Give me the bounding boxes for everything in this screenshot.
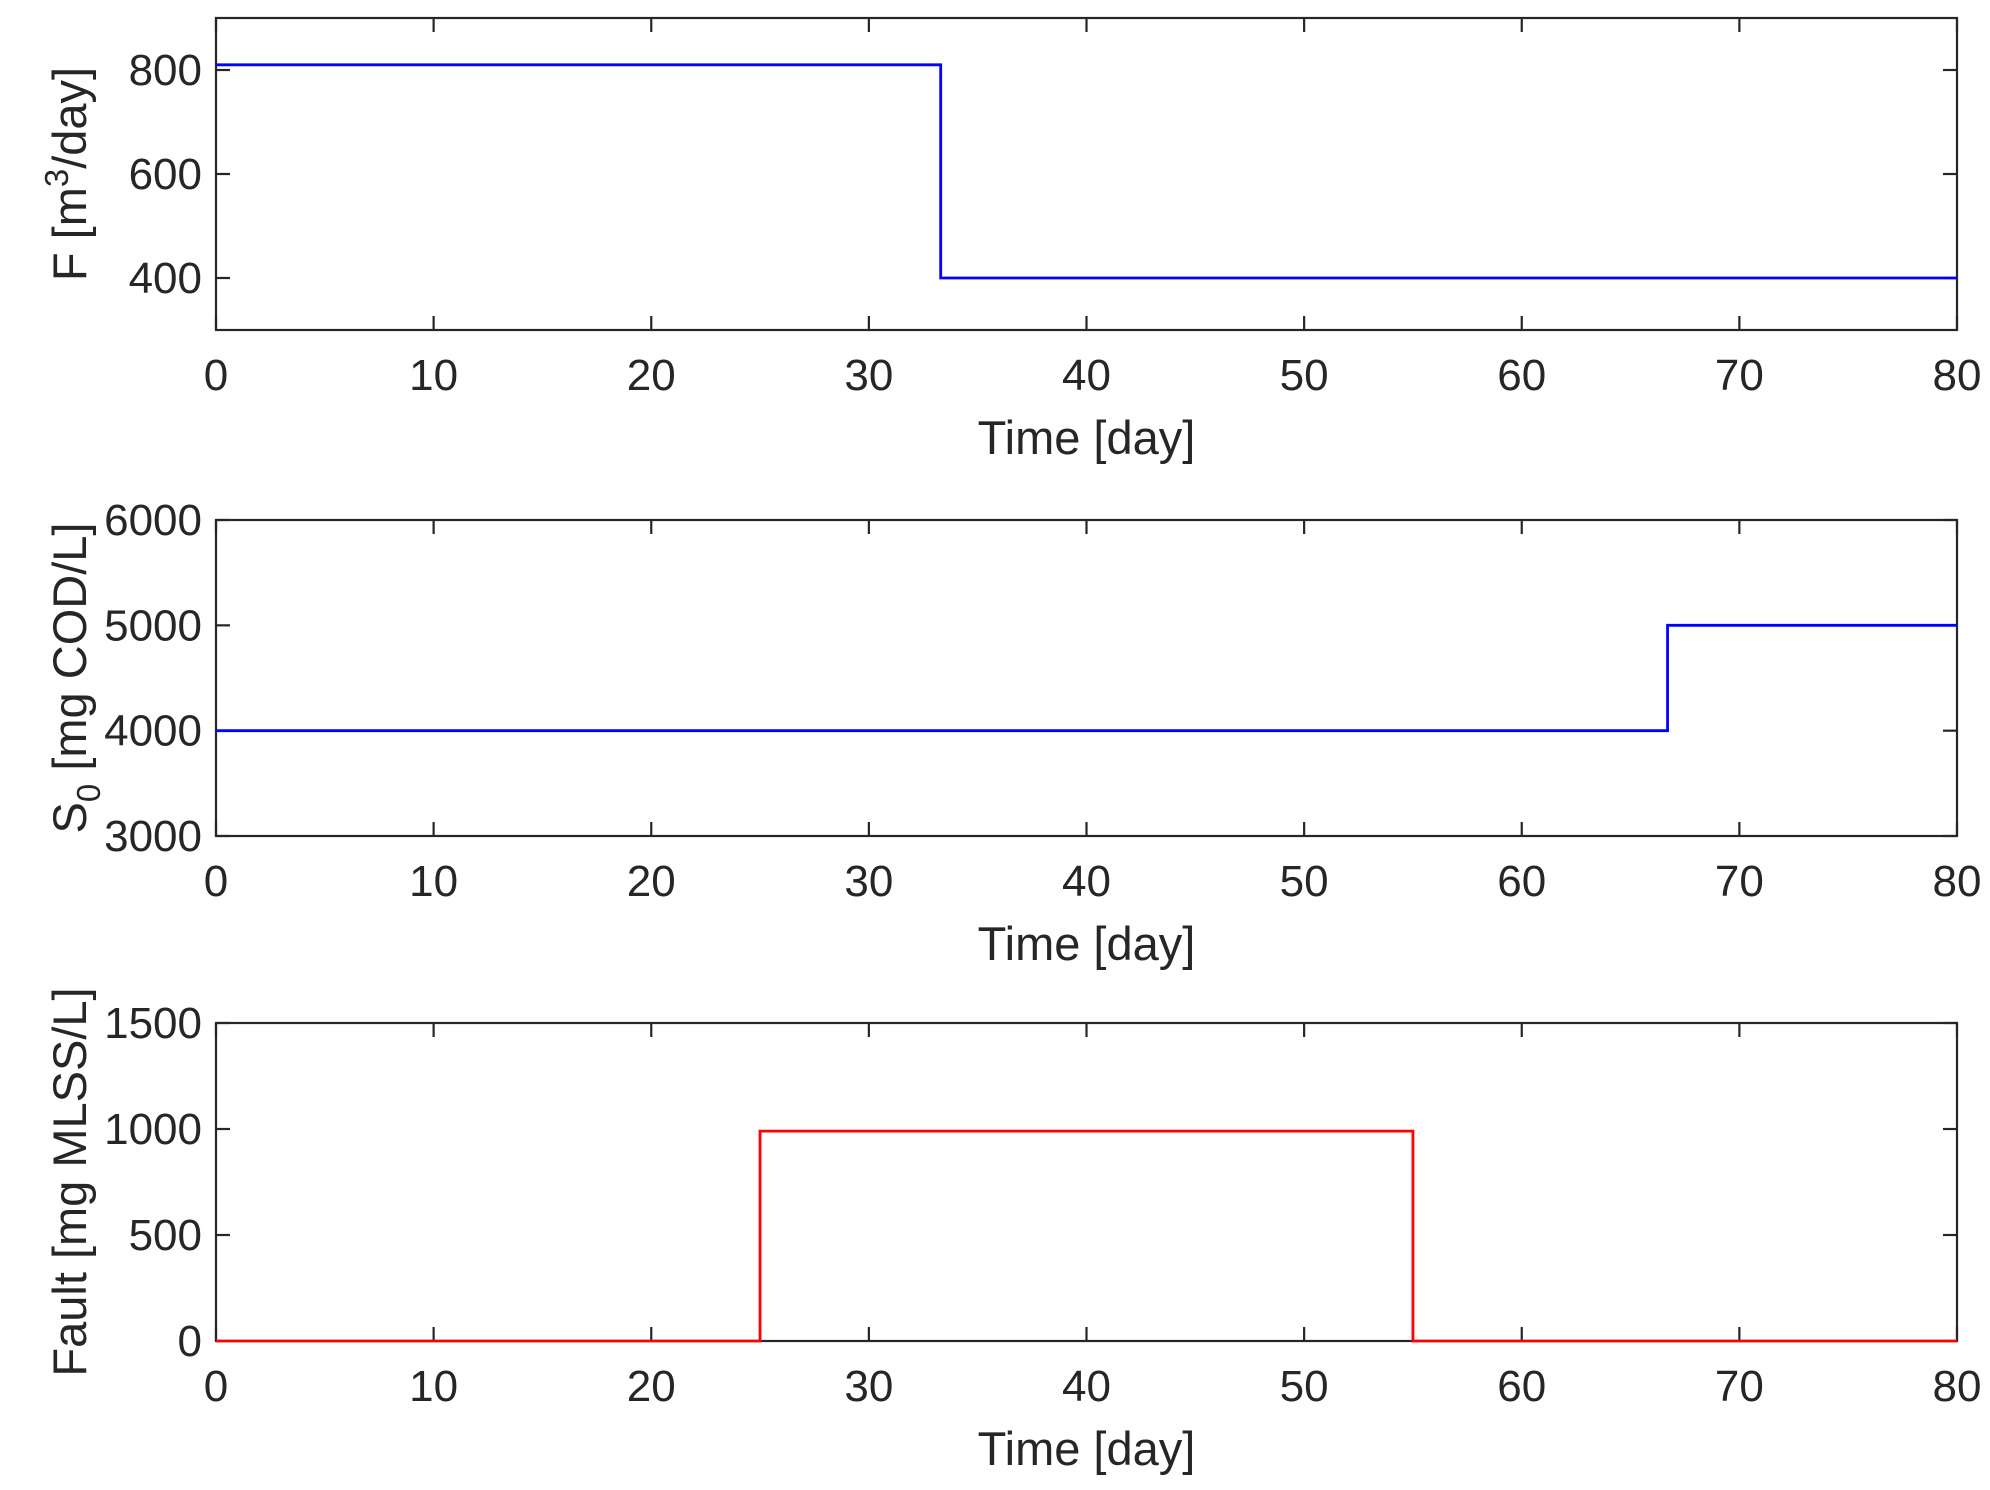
- x-tick-label: 30: [844, 1362, 893, 1411]
- subplot-1: 0 10 20 30 40 50 60 70 80 400 600 800 Time [day] F [m…: [38, 16, 1982, 464]
- x-tick-label: 70: [1715, 351, 1764, 400]
- x-tick-label: 60: [1497, 351, 1546, 400]
- x-tick-label: 10: [409, 351, 458, 400]
- x-tick-label: 50: [1280, 1362, 1329, 1411]
- x-tick-label: 20: [627, 857, 676, 906]
- x-tick-label: 0: [204, 1362, 228, 1411]
- plot-frame: [214, 518, 1959, 838]
- x-tick-label: 40: [1062, 351, 1111, 400]
- x-tick-label: 60: [1497, 857, 1546, 906]
- x-tick-label: 40: [1062, 857, 1111, 906]
- x-tick-label: 0: [204, 351, 228, 400]
- y-axis-label: Fault [mg MLSS/L]: [43, 987, 96, 1376]
- subplot-3: 0 10 20 30 40 50 60 70 80 0 500 1000 1500 Time [day] F…: [43, 987, 1981, 1475]
- x-axis-label: Time [day]: [978, 411, 1196, 464]
- y-tick-label: 600: [129, 150, 202, 199]
- x-tick-label: 30: [844, 857, 893, 906]
- x-tick-label: 80: [1933, 351, 1982, 400]
- x-tick-label: 40: [1062, 1362, 1111, 1411]
- y-tick-label: 3000: [104, 812, 202, 861]
- y-tick-label: 6000: [104, 496, 202, 545]
- x-tick-label: 80: [1933, 857, 1982, 906]
- y-tick-label: 5000: [104, 601, 202, 650]
- x-tick-label: 60: [1497, 1362, 1546, 1411]
- x-tick-label: 10: [409, 1362, 458, 1411]
- y-tick-label: 800: [129, 46, 202, 95]
- plot-frame: [214, 1021, 1959, 1343]
- subplot-2: 0 10 20 30 40 50 60 70 80 3000 4000 5000 6000 Time [d…: [43, 496, 1981, 970]
- x-tick-label: 20: [627, 351, 676, 400]
- x-tick-label: 50: [1280, 857, 1329, 906]
- x-tick-label: 20: [627, 1362, 676, 1411]
- x-tick-label: 0: [204, 857, 228, 906]
- series-line-2: [216, 623, 1957, 733]
- y-tick-label: 0: [178, 1317, 202, 1366]
- series-line-1: [216, 63, 1957, 280]
- y-tick-label: 1500: [104, 999, 202, 1048]
- y-tick-label: 4000: [104, 707, 202, 756]
- y-axis-label: F [m3/day]: [38, 67, 96, 281]
- x-tick-label: 10: [409, 857, 458, 906]
- x-tick-label: 80: [1933, 1362, 1982, 1411]
- y-axis-label: S0 [mg COD/L]: [43, 523, 107, 834]
- x-tick-label: 70: [1715, 1362, 1764, 1411]
- x-axis-label: Time [day]: [978, 917, 1196, 970]
- x-tick-label: 50: [1280, 351, 1329, 400]
- x-tick-label: 70: [1715, 857, 1764, 906]
- x-axis-label: Time [day]: [978, 1422, 1196, 1475]
- y-tick-label: 500: [129, 1211, 202, 1260]
- x-tick-label: 30: [844, 351, 893, 400]
- y-tick-label: 1000: [104, 1105, 202, 1154]
- y-tick-label: 400: [129, 254, 202, 303]
- series-line-3: [216, 1129, 1957, 1343]
